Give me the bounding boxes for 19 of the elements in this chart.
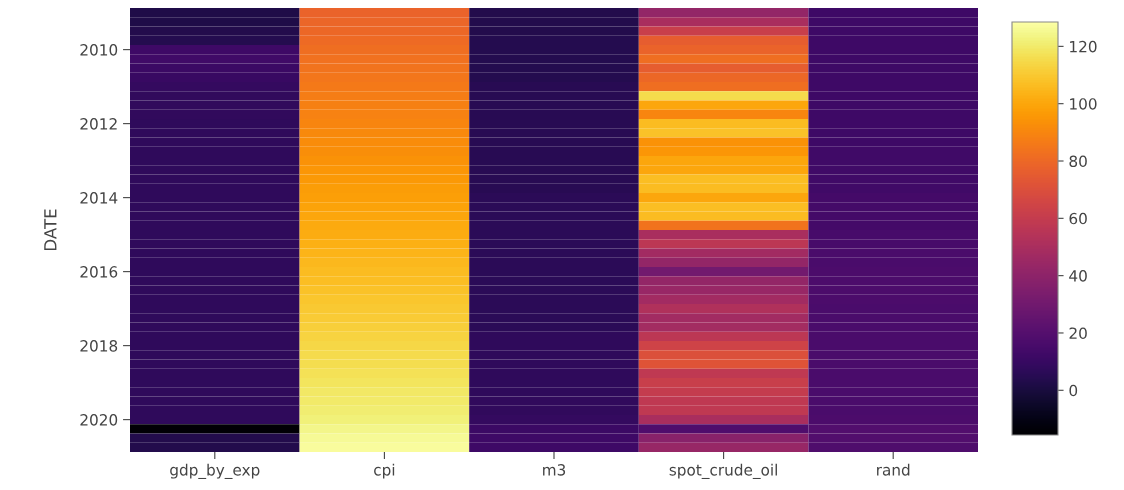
y-tick-label: 2018 bbox=[80, 340, 118, 352]
color-bar-label: 0 bbox=[1069, 384, 1078, 397]
x-tick-label: spot_crude_oil bbox=[669, 463, 777, 480]
x-tick-label: gdp_by_exp bbox=[170, 463, 260, 480]
color-bar-label: 60 bbox=[1069, 212, 1087, 225]
y-tick-label: 2010 bbox=[80, 44, 118, 56]
color-bar-label: 40 bbox=[1069, 270, 1087, 282]
color-bar-label: 100 bbox=[1070, 98, 1097, 110]
y-tick-label: 2012 bbox=[80, 118, 117, 130]
x-tick-label: rand bbox=[877, 463, 910, 476]
color-bar-label: 20 bbox=[1069, 327, 1087, 339]
y-axis-title: DATE bbox=[44, 209, 57, 251]
x-tick-label: cpi bbox=[374, 463, 395, 479]
y-tick-label: 2014 bbox=[80, 192, 118, 204]
color-bar-label: 80 bbox=[1069, 155, 1087, 168]
x-tick-label: m3 bbox=[543, 464, 566, 476]
y-tick-label: 2016 bbox=[80, 266, 118, 278]
color-bar-label: 120 bbox=[1070, 40, 1097, 53]
y-tick-label: 2020 bbox=[80, 414, 118, 426]
